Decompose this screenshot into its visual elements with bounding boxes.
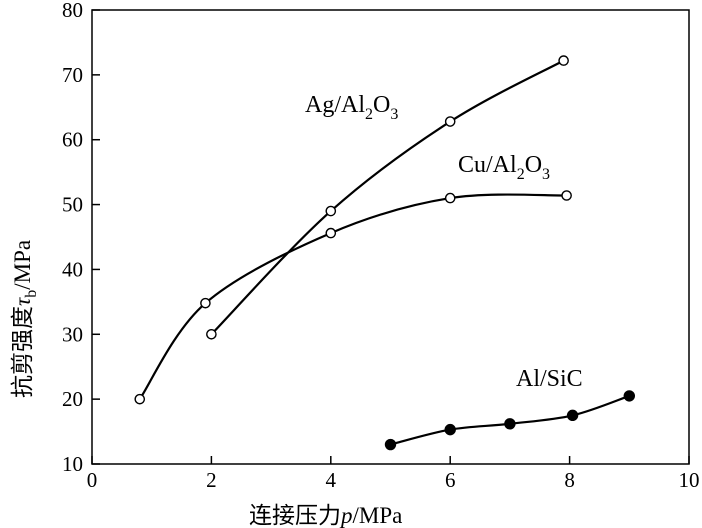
data-point bbox=[444, 116, 456, 127]
y-tick-label: 30 bbox=[62, 322, 83, 346]
data-point bbox=[444, 423, 456, 436]
x-tick-label: 0 bbox=[87, 468, 98, 492]
y-tick-label: 10 bbox=[62, 452, 83, 476]
series-label-al-sic: Al/SiC bbox=[516, 366, 583, 392]
series-label-cu-al2o3: Cu/Al2O3 bbox=[458, 152, 550, 183]
data-point bbox=[384, 438, 397, 451]
y-tick-label: 70 bbox=[62, 63, 83, 87]
series-al-sic bbox=[384, 390, 635, 451]
x-tick-label: 6 bbox=[445, 468, 456, 492]
y-tick-label: 20 bbox=[62, 387, 83, 411]
axis-ticks: 0 2 4 6 8 10 10 20 30 40 50 60 70 80 bbox=[62, 0, 700, 492]
data-point bbox=[623, 390, 635, 402]
series-label-ag-al2o3: Ag/Al2O3 bbox=[305, 92, 398, 123]
data-point bbox=[134, 393, 146, 405]
y-tick-label: 40 bbox=[62, 257, 83, 281]
x-tick-label: 10 bbox=[679, 468, 700, 492]
series-cu-al2o3 bbox=[134, 190, 572, 405]
x-tick-label: 8 bbox=[564, 468, 575, 492]
data-point bbox=[206, 328, 217, 340]
y-tick-label: 50 bbox=[62, 193, 83, 217]
series-layer bbox=[134, 55, 635, 451]
data-point bbox=[558, 55, 569, 66]
y-tick-label: 80 bbox=[62, 0, 83, 22]
data-point bbox=[200, 297, 211, 309]
data-point bbox=[566, 409, 579, 422]
data-point bbox=[504, 418, 516, 430]
plot-frame bbox=[91, 9, 690, 465]
data-point bbox=[444, 192, 456, 204]
x-tick-label: 4 bbox=[326, 468, 337, 492]
y-tick-label: 60 bbox=[62, 128, 83, 152]
series-line-cu-al2o3 bbox=[138, 193, 567, 400]
x-tick-label: 2 bbox=[206, 468, 217, 492]
data-point bbox=[325, 227, 337, 239]
data-point bbox=[325, 205, 337, 217]
y-axis-label: 抗剪强度τb/MPa bbox=[10, 240, 40, 398]
data-point bbox=[561, 190, 572, 201]
series-line-ag-al2o3 bbox=[210, 59, 565, 336]
x-axis-label: 连接压力p/MPa bbox=[249, 503, 402, 528]
series-ag-al2o3 bbox=[206, 55, 569, 340]
